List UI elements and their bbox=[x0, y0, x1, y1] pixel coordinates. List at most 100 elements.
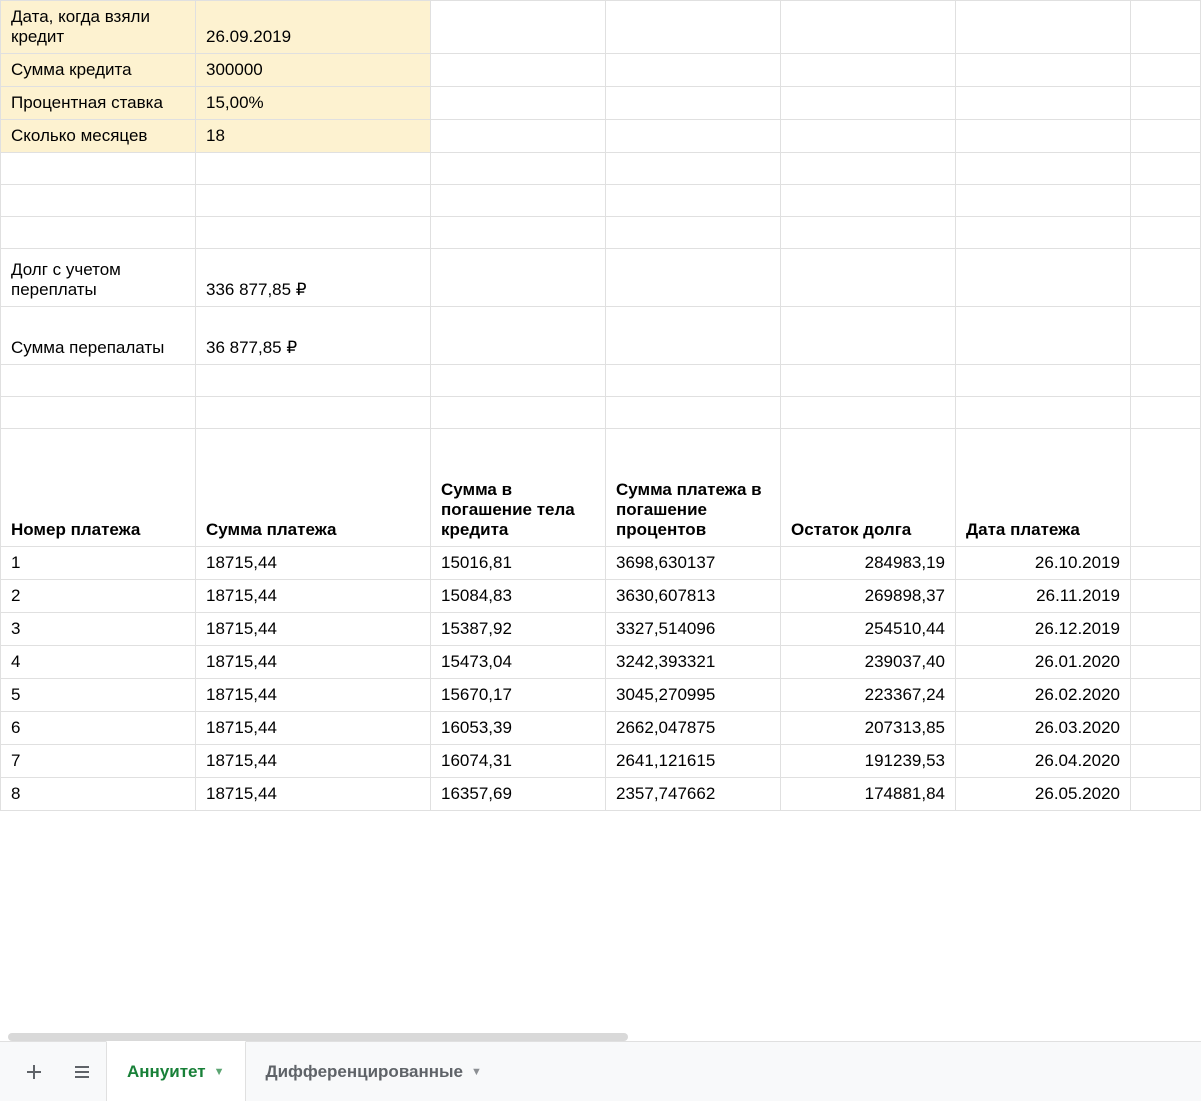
cell[interactable]: 26.11.2019 bbox=[956, 580, 1131, 613]
cell-empty[interactable] bbox=[1131, 1, 1201, 54]
cell-empty[interactable] bbox=[781, 54, 956, 87]
cell[interactable]: 207313,85 bbox=[781, 712, 956, 745]
cell-empty[interactable] bbox=[781, 307, 956, 365]
cell[interactable]: 26.03.2020 bbox=[956, 712, 1131, 745]
cell-empty[interactable] bbox=[1131, 249, 1201, 307]
cell[interactable]: 18715,44 bbox=[196, 679, 431, 712]
cell-sum-label[interactable]: Сумма кредита bbox=[1, 54, 196, 87]
cell-empty[interactable] bbox=[1, 397, 196, 429]
cell[interactable]: 18715,44 bbox=[196, 712, 431, 745]
cell-empty[interactable] bbox=[956, 307, 1131, 365]
cell-empty[interactable] bbox=[431, 54, 606, 87]
cell-empty[interactable] bbox=[956, 87, 1131, 120]
cell[interactable]: 26.04.2020 bbox=[956, 745, 1131, 778]
cell-empty[interactable] bbox=[956, 185, 1131, 217]
cell[interactable]: 26.05.2020 bbox=[956, 778, 1131, 811]
cell[interactable]: 26.02.2020 bbox=[956, 679, 1131, 712]
cell[interactable]: 3242,393321 bbox=[606, 646, 781, 679]
cell[interactable]: 6 bbox=[1, 712, 196, 745]
cell[interactable]: 16053,39 bbox=[431, 712, 606, 745]
cell[interactable]: 2662,047875 bbox=[606, 712, 781, 745]
cell-total-value[interactable]: 336 877,85 ₽ bbox=[196, 249, 431, 307]
cell-rate-label[interactable]: Процентная ставка bbox=[1, 87, 196, 120]
cell-empty[interactable] bbox=[606, 87, 781, 120]
cell-date-label[interactable]: Дата, когда взяли кредит bbox=[1, 1, 196, 54]
cell-empty[interactable] bbox=[1131, 365, 1201, 397]
cell[interactable]: 3045,270995 bbox=[606, 679, 781, 712]
cell[interactable]: 18715,44 bbox=[196, 580, 431, 613]
cell-months-value[interactable]: 18 bbox=[196, 120, 431, 153]
cell-empty[interactable] bbox=[606, 365, 781, 397]
cell-total-label[interactable]: Долг с учетом переплаты bbox=[1, 249, 196, 307]
tab-menu-caret-icon[interactable]: ▼ bbox=[214, 1066, 225, 1078]
cell-empty[interactable] bbox=[956, 54, 1131, 87]
cell-empty[interactable] bbox=[1131, 429, 1201, 547]
cell[interactable]: 223367,24 bbox=[781, 679, 956, 712]
cell-empty[interactable] bbox=[781, 87, 956, 120]
cell-empty[interactable] bbox=[606, 1, 781, 54]
cell[interactable]: 15473,04 bbox=[431, 646, 606, 679]
cell-empty[interactable] bbox=[956, 217, 1131, 249]
cell-empty[interactable] bbox=[781, 249, 956, 307]
cell-date-value[interactable]: 26.09.2019 bbox=[196, 1, 431, 54]
cell[interactable]: 18715,44 bbox=[196, 547, 431, 580]
cell[interactable]: 3698,630137 bbox=[606, 547, 781, 580]
cell[interactable]: 3630,607813 bbox=[606, 580, 781, 613]
cell[interactable] bbox=[1131, 613, 1201, 646]
cell-empty[interactable] bbox=[431, 153, 606, 185]
cell[interactable] bbox=[1131, 679, 1201, 712]
cell-over-value[interactable]: 36 877,85 ₽ bbox=[196, 307, 431, 365]
cell-empty[interactable] bbox=[196, 365, 431, 397]
cell[interactable]: 15670,17 bbox=[431, 679, 606, 712]
cell-sum-value[interactable]: 300000 bbox=[196, 54, 431, 87]
cell[interactable]: 16357,69 bbox=[431, 778, 606, 811]
cell[interactable]: 5 bbox=[1, 679, 196, 712]
cell[interactable]: 269898,37 bbox=[781, 580, 956, 613]
cell[interactable]: 2 bbox=[1, 580, 196, 613]
cell-empty[interactable] bbox=[956, 1, 1131, 54]
col-date[interactable]: Дата платежа bbox=[956, 429, 1131, 547]
cell-empty[interactable] bbox=[431, 185, 606, 217]
cell-empty[interactable] bbox=[1131, 185, 1201, 217]
cell-empty[interactable] bbox=[606, 397, 781, 429]
cell-months-label[interactable]: Сколько месяцев bbox=[1, 120, 196, 153]
cell[interactable]: 2357,747662 bbox=[606, 778, 781, 811]
cell-empty[interactable] bbox=[781, 120, 956, 153]
cell-empty[interactable] bbox=[1131, 397, 1201, 429]
cell-empty[interactable] bbox=[781, 153, 956, 185]
cell-empty[interactable] bbox=[606, 307, 781, 365]
cell-empty[interactable] bbox=[1, 365, 196, 397]
cell-empty[interactable] bbox=[431, 307, 606, 365]
cell-empty[interactable] bbox=[1131, 87, 1201, 120]
cell-empty[interactable] bbox=[431, 217, 606, 249]
cell-empty[interactable] bbox=[781, 1, 956, 54]
cell[interactable] bbox=[1131, 580, 1201, 613]
cell[interactable]: 2641,121615 bbox=[606, 745, 781, 778]
cell[interactable]: 8 bbox=[1, 778, 196, 811]
cell[interactable]: 1 bbox=[1, 547, 196, 580]
cell-empty[interactable] bbox=[1, 153, 196, 185]
tab-annuity[interactable]: Аннуитет ▼ bbox=[106, 1041, 246, 1101]
cell-empty[interactable] bbox=[781, 397, 956, 429]
col-principal[interactable]: Сумма в погашение тела кредита bbox=[431, 429, 606, 547]
cell-empty[interactable] bbox=[431, 365, 606, 397]
scrollbar-thumb[interactable] bbox=[8, 1033, 628, 1041]
horizontal-scrollbar[interactable] bbox=[0, 1033, 1201, 1041]
col-balance[interactable]: Остаток долга bbox=[781, 429, 956, 547]
cell[interactable]: 4 bbox=[1, 646, 196, 679]
all-sheets-button[interactable] bbox=[58, 1048, 106, 1096]
cell[interactable]: 239037,40 bbox=[781, 646, 956, 679]
cell[interactable]: 18715,44 bbox=[196, 613, 431, 646]
cell[interactable]: 15084,83 bbox=[431, 580, 606, 613]
col-payment[interactable]: Сумма платежа bbox=[196, 429, 431, 547]
cell[interactable]: 15387,92 bbox=[431, 613, 606, 646]
cell-empty[interactable] bbox=[431, 1, 606, 54]
cell-rate-value[interactable]: 15,00% bbox=[196, 87, 431, 120]
cell[interactable]: 18715,44 bbox=[196, 646, 431, 679]
cell[interactable] bbox=[1131, 712, 1201, 745]
cell[interactable]: 174881,84 bbox=[781, 778, 956, 811]
cell[interactable] bbox=[1131, 745, 1201, 778]
cell[interactable]: 18715,44 bbox=[196, 745, 431, 778]
cell-empty[interactable] bbox=[956, 120, 1131, 153]
cell[interactable] bbox=[1131, 778, 1201, 811]
